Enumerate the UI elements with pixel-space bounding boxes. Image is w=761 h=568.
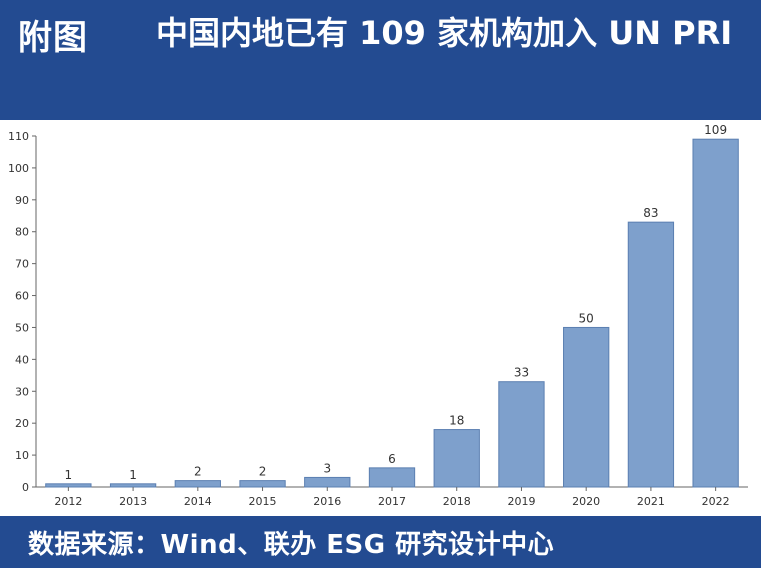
x-tick-label-2015: 2015 — [249, 495, 277, 508]
y-tick-label: 60 — [15, 290, 29, 303]
bar-2022 — [692, 138, 739, 488]
bar-2018 — [433, 429, 480, 488]
x-tick-label-2016: 2016 — [313, 495, 341, 508]
bar-2012 — [45, 483, 92, 488]
bar-2020 — [563, 326, 610, 488]
data-label-2014: 2 — [194, 465, 202, 479]
data-label-2013: 1 — [129, 468, 137, 482]
y-tick-label: 20 — [15, 417, 29, 430]
data-label-2020: 50 — [579, 311, 594, 325]
x-tick-label-2019: 2019 — [507, 495, 535, 508]
x-tick-label-2012: 2012 — [54, 495, 82, 508]
y-tick-label: 80 — [15, 226, 29, 239]
data-label-2012: 1 — [65, 468, 73, 482]
data-label-2017: 6 — [388, 452, 396, 466]
bar-2015 — [239, 480, 286, 488]
y-tick-label: 10 — [15, 449, 29, 462]
x-tick-label-2017: 2017 — [378, 495, 406, 508]
x-tick-label-2013: 2013 — [119, 495, 147, 508]
data-label-2022: 109 — [704, 123, 727, 137]
y-tick-label: 0 — [22, 481, 29, 494]
bar-2019 — [498, 381, 545, 488]
bar-2016 — [304, 476, 351, 488]
y-tick-label: 70 — [15, 258, 29, 271]
figure-title: 中国内地已有 109 家机构加入 UN PRI — [156, 14, 733, 52]
data-label-2021: 83 — [643, 206, 658, 220]
data-label-2019: 33 — [514, 366, 529, 380]
source-footer: 数据来源：Wind、联办 ESG 研究设计中心 — [0, 516, 761, 568]
y-tick-label: 100 — [8, 162, 29, 175]
bar-2021 — [627, 221, 675, 488]
bar-2017 — [368, 467, 416, 488]
figure-header: 附图 中国内地已有 109 家机构加入 UN PRI — [0, 0, 761, 120]
y-tick-label: 40 — [15, 353, 29, 366]
bar-chart: 0 10 20 30 40 50 60 70 80 90 100 110 1 2012 1 2013 2 2014… — [8, 123, 748, 508]
y-tick-label: 110 — [8, 130, 29, 143]
y-tick-label: 90 — [15, 194, 29, 207]
x-tick-label-2021: 2021 — [637, 495, 665, 508]
x-tick-label-2022: 2022 — [702, 495, 730, 508]
y-tick-label: 30 — [15, 385, 29, 398]
chart-area: 0 10 20 30 40 50 60 70 80 90 100 110 1 2012 1 2013 2 2014… — [0, 120, 761, 516]
data-label-2016: 3 — [323, 461, 331, 475]
source-note: 数据来源：Wind、联办 ESG 研究设计中心 — [28, 530, 555, 560]
x-tick-label-2014: 2014 — [184, 495, 212, 508]
data-label-2015: 2 — [259, 465, 267, 479]
x-tick-label-2018: 2018 — [443, 495, 471, 508]
y-tick-label: 50 — [15, 321, 29, 334]
data-label-2018: 18 — [449, 414, 464, 428]
bar-2013 — [109, 483, 157, 488]
bar-2014 — [174, 480, 221, 488]
x-tick-label-2020: 2020 — [572, 495, 600, 508]
figure-label: 附图 — [18, 18, 88, 58]
